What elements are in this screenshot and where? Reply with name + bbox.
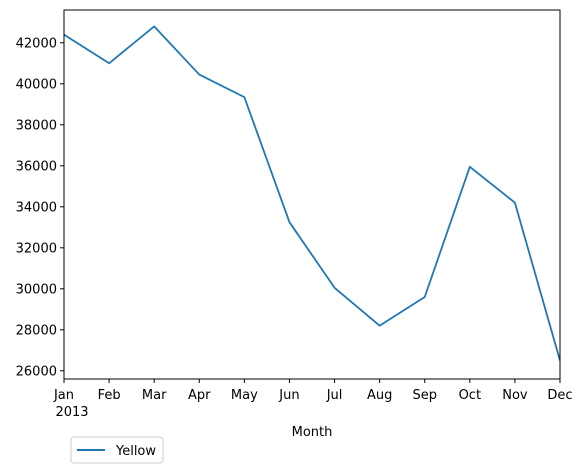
y-tick-label: 38000 [16,118,57,133]
series-layer [63,25,561,361]
x-tick-label: Nov [502,388,528,403]
series-line [63,25,561,361]
x-axis-label: Month [292,425,333,440]
y-tick-label: 28000 [16,323,57,338]
y-tick-label: 40000 [16,77,57,92]
x-tick-label: Jun [278,388,299,403]
x-tick-label: Mar [142,388,167,403]
y-tick-label: 34000 [16,200,57,215]
x-tick-label: Sep [412,388,437,403]
plot-frame [63,9,561,380]
x-tick-label: Aug [367,388,392,403]
legend: Yellow [70,436,164,464]
y-tick-label: 32000 [16,241,57,256]
y-tick-label: 36000 [16,159,57,174]
y-tick-label: 26000 [16,364,57,379]
x-tick-label: Dec [547,388,572,403]
y-tick-label: 30000 [16,282,57,297]
y-tick-label: 42000 [16,36,57,51]
y-axis-ticks: 26000 28000 30000 32000 34000 36000 38000 40000… [16,36,64,379]
legend-entry-yellow: Yellow [115,444,156,459]
x-tick-label: Jul [326,388,343,403]
x-tick-label: Jan [53,388,74,403]
x-tick-label: Feb [98,388,121,403]
legend-box [70,436,164,464]
x-tick-label: Apr [188,388,211,403]
x-tick-label: May [231,388,258,403]
x-axis-year-label: 2013 [55,405,88,420]
x-tick-label: Oct [459,388,481,403]
x-axis-ticks: Jan Feb Mar Apr May Jun Jul Aug Sep Oct Nov Dec [53,379,573,403]
